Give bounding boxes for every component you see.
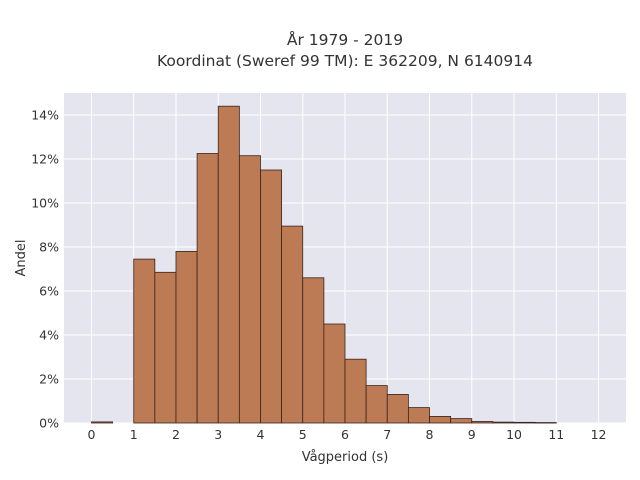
x-tick-label: 7 xyxy=(383,427,391,442)
x-tick-label: 4 xyxy=(257,427,265,442)
histogram-bar xyxy=(407,407,430,424)
y-tick-label: 8% xyxy=(39,240,59,255)
histogram-bars xyxy=(91,105,557,424)
chart-title-line-2: Koordinat (Sweref 99 TM): E 362209, N 61… xyxy=(157,52,533,70)
histogram-bar xyxy=(344,358,367,424)
histogram-bar xyxy=(260,169,283,424)
histogram-bar xyxy=(196,153,219,424)
x-tick-label: 0 xyxy=(87,427,95,442)
y-tick-label: 14% xyxy=(31,108,59,123)
x-tick-label: 1 xyxy=(130,427,138,442)
x-tick-label: 12 xyxy=(591,427,607,442)
y-tick-label: 10% xyxy=(31,196,59,211)
histogram-bar xyxy=(281,225,304,424)
histogram-bar xyxy=(323,323,346,424)
histogram-bar xyxy=(154,271,177,424)
histogram-bar xyxy=(175,250,198,424)
x-tick-label: 2 xyxy=(172,427,180,442)
histogram-bar xyxy=(492,421,515,424)
histogram-bar xyxy=(386,393,409,424)
x-axis-label: Vågperiod (s) xyxy=(302,450,389,465)
x-tick-label: 11 xyxy=(548,427,564,442)
y-axis-label: Andel xyxy=(14,240,29,277)
histogram-bar xyxy=(429,415,452,424)
chart-title-line-1: År 1979 - 2019 xyxy=(287,30,403,49)
y-tick-label: 6% xyxy=(39,284,59,299)
histogram-bar xyxy=(217,105,240,424)
y-tick-label: 12% xyxy=(31,152,59,167)
x-tick-label: 5 xyxy=(299,427,307,442)
x-tick-label: 8 xyxy=(426,427,434,442)
x-tick-label: 6 xyxy=(341,427,349,442)
histogram-bar xyxy=(534,422,557,424)
histogram-bar xyxy=(133,258,156,424)
histogram-bar xyxy=(302,277,325,424)
y-tick-label: 0% xyxy=(39,416,59,431)
histogram-bar xyxy=(91,421,113,424)
histogram-bar xyxy=(238,155,261,424)
histogram-bar xyxy=(450,418,473,424)
x-axis-ticks: 0 1 2 3 4 5 6 7 8 9 10 11 12 xyxy=(87,427,606,442)
x-tick-label: 9 xyxy=(468,427,476,442)
y-tick-label: 2% xyxy=(39,372,59,387)
y-tick-label: 4% xyxy=(39,328,59,343)
histogram-bar xyxy=(513,421,536,424)
x-tick-label: 10 xyxy=(506,427,522,442)
y-axis-ticks: 0% 2% 4% 6% 8% 10% 12% 14% xyxy=(31,108,59,431)
histogram-bar xyxy=(471,421,494,424)
histogram-bar xyxy=(365,385,388,424)
x-tick-label: 3 xyxy=(214,427,222,442)
